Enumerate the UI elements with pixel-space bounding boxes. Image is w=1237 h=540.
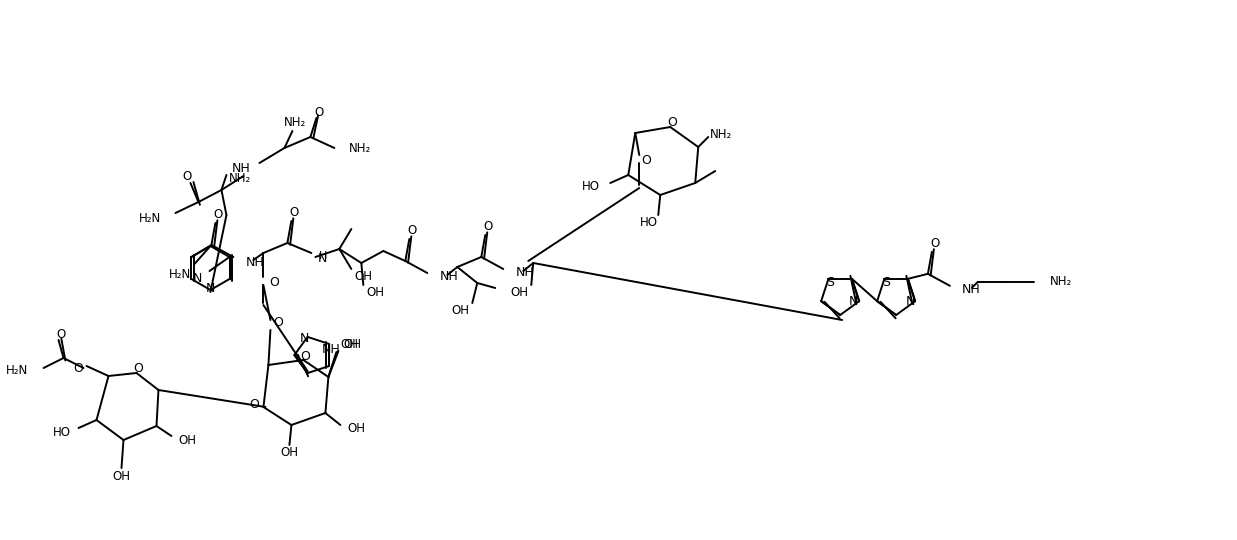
Text: OH: OH <box>452 305 469 318</box>
Text: O: O <box>183 171 192 184</box>
Text: NH₂: NH₂ <box>285 117 307 130</box>
Text: O: O <box>289 206 299 219</box>
Text: S: S <box>826 276 835 289</box>
Text: NH₂: NH₂ <box>1050 275 1072 288</box>
Text: OH: OH <box>113 469 130 483</box>
Text: O: O <box>134 362 143 375</box>
Text: NH: NH <box>962 284 981 296</box>
Text: N: N <box>193 273 202 286</box>
Text: O: O <box>270 276 280 289</box>
Text: NH: NH <box>231 163 250 176</box>
Text: NH: NH <box>322 343 340 356</box>
Text: S: S <box>882 276 891 289</box>
Text: OH: OH <box>178 434 197 447</box>
Text: OH: OH <box>354 271 372 284</box>
Text: O: O <box>56 327 66 341</box>
Text: HO: HO <box>583 180 600 193</box>
Text: O: O <box>641 154 651 167</box>
Text: H₂N: H₂N <box>140 212 162 225</box>
Text: N: N <box>299 333 309 346</box>
Text: N: N <box>205 281 215 294</box>
Text: O: O <box>214 208 223 221</box>
Text: N: N <box>318 252 327 265</box>
Text: NH: NH <box>516 267 534 280</box>
Text: HO: HO <box>52 426 71 438</box>
Text: OH: OH <box>344 338 361 350</box>
Text: N: N <box>849 295 858 308</box>
Text: NH₂: NH₂ <box>229 172 251 185</box>
Text: OH: OH <box>366 287 385 300</box>
Text: N: N <box>905 295 915 308</box>
Text: O: O <box>930 237 940 251</box>
Text: O: O <box>250 399 260 411</box>
Text: O: O <box>484 220 492 233</box>
Text: NH: NH <box>245 255 265 268</box>
Text: OH: OH <box>511 287 528 300</box>
Text: O: O <box>314 105 324 118</box>
Text: O: O <box>667 117 677 130</box>
Text: NH₂: NH₂ <box>349 143 371 156</box>
Text: O: O <box>301 349 310 362</box>
Text: O: O <box>273 316 283 329</box>
Text: OH: OH <box>340 339 359 352</box>
Text: O: O <box>408 225 417 238</box>
Text: NH₂: NH₂ <box>710 129 732 141</box>
Text: H₂N: H₂N <box>169 268 192 281</box>
Text: HO: HO <box>641 217 658 230</box>
Text: OH: OH <box>348 422 365 435</box>
Text: NH: NH <box>439 271 458 284</box>
Text: H: H <box>319 251 328 261</box>
Text: OH: OH <box>281 447 298 460</box>
Text: O: O <box>74 361 84 375</box>
Text: H₂N: H₂N <box>6 363 28 376</box>
